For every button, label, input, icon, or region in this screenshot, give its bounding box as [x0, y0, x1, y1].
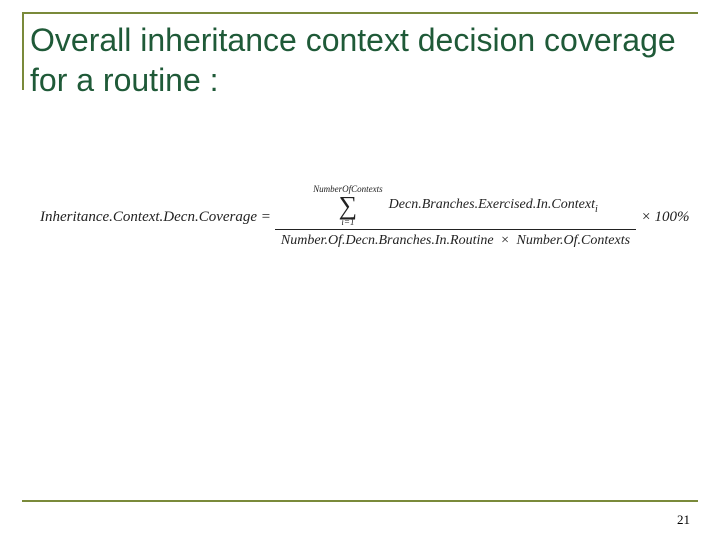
bottom-rule	[22, 500, 698, 502]
sum-term: Decn.Branches.Exercised.In.Contexti	[389, 197, 598, 215]
slide: Overall inheritance context decision cov…	[0, 0, 720, 540]
sum-lower-limit: i=1	[341, 218, 354, 227]
formula: Inheritance.Context.Decn.Coverage = Numb…	[40, 185, 690, 249]
tail-times: ×	[638, 209, 654, 225]
denominator-left: Number.Of.Decn.Branches.In.Routine	[281, 233, 494, 248]
page-number: 21	[677, 512, 690, 528]
tail-percent: 100%	[655, 209, 690, 225]
sum-term-subscript: i	[595, 204, 598, 215]
denominator-right: Number.Of.Contexts	[516, 233, 630, 248]
numerator: NumberOfContexts ∑ i=1 Decn.Branches.Exe…	[307, 185, 604, 229]
sum-wrap: NumberOfContexts ∑ i=1 Decn.Branches.Exe…	[313, 185, 598, 227]
title-rule-left	[22, 12, 24, 90]
formula-row: Inheritance.Context.Decn.Coverage = Numb…	[40, 185, 690, 249]
denominator-times: ×	[497, 233, 513, 248]
slide-title: Overall inheritance context decision cov…	[30, 20, 690, 100]
denominator: Number.Of.Decn.Branches.In.Routine × Num…	[275, 230, 636, 249]
sum-block: NumberOfContexts ∑ i=1	[313, 185, 383, 227]
fraction: NumberOfContexts ∑ i=1 Decn.Branches.Exe…	[275, 185, 636, 249]
sigma-icon: ∑	[339, 195, 358, 217]
formula-tail: ×100%	[636, 209, 689, 226]
title-rule-top	[22, 12, 698, 14]
formula-lhs: Inheritance.Context.Decn.Coverage =	[40, 209, 275, 226]
sum-term-text: Decn.Branches.Exercised.In.Context	[389, 197, 595, 212]
